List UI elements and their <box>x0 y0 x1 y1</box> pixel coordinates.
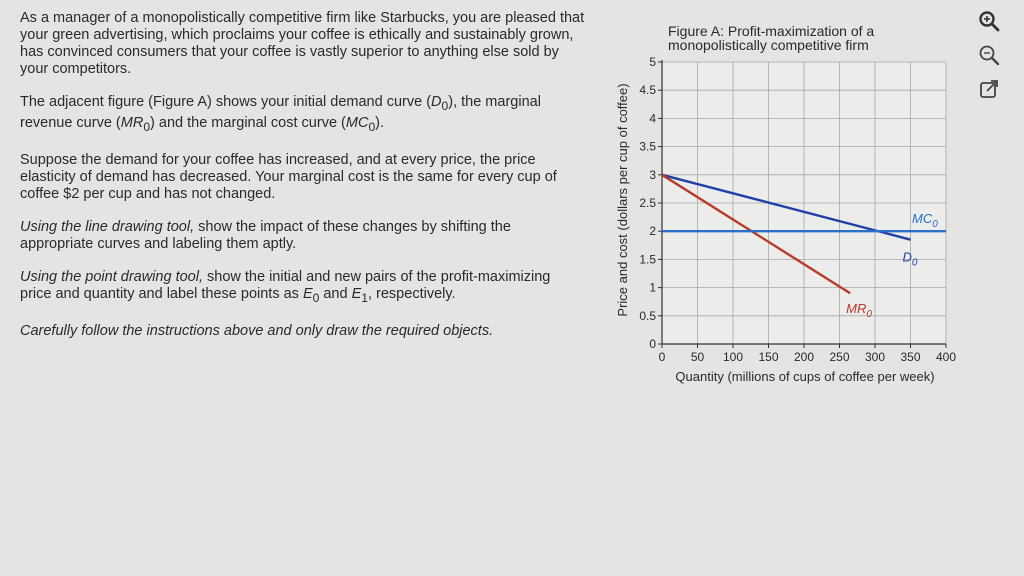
chart-labels: D0 MR0 MC0 <box>846 211 938 320</box>
y-tick-label: 2 <box>649 224 656 238</box>
y-tick-label: 0 <box>649 337 656 351</box>
chart-ticks: 0 50 100 150 200 250 300 350 400 0 0.5 1 1.5 2 2.5 3 3.5… <box>639 55 956 364</box>
open-external-icon <box>980 80 998 98</box>
y-tick-label: 0.5 <box>639 309 656 323</box>
zoom-in-icon <box>979 11 1000 32</box>
line-tool-instruction: Using the line drawing tool, show the im… <box>20 218 511 252</box>
y-tick-label: 1 <box>649 281 656 295</box>
y-axis-label: Price and cost (dollars per cup of coffe… <box>615 83 630 316</box>
chart-grid <box>662 61 947 344</box>
zoom-out-button[interactable] <box>976 42 1002 68</box>
figure-title: Figure A: Profit-maximization of a monop… <box>668 23 875 53</box>
final-instruction: Carefully follow the instructions above … <box>20 322 494 339</box>
y-tick-label: 5 <box>649 55 656 69</box>
y-tick-label: 2.5 <box>639 196 656 210</box>
open-external-button[interactable] <box>976 76 1002 102</box>
x-tick-label: 100 <box>723 350 743 364</box>
tool-panel <box>976 8 1006 110</box>
y-tick-label: 3 <box>649 168 656 182</box>
plot-area[interactable] <box>662 62 946 344</box>
x-tick-label: 400 <box>936 350 956 364</box>
instructions-panel: As a manager of a monopolistically compe… <box>20 10 585 356</box>
x-tick-label: 350 <box>900 350 920 364</box>
y-tick-label: 3.5 <box>639 140 656 154</box>
curve-d0[interactable] <box>661 173 911 241</box>
x-tick-label: 150 <box>758 350 778 364</box>
x-tick-label: 50 <box>691 350 705 364</box>
x-tick-label: 250 <box>829 350 849 364</box>
zoom-out-icon <box>979 45 1000 66</box>
point-tool-instruction: Using the point drawing tool, show the i… <box>20 268 551 305</box>
curve-mr0[interactable] <box>661 173 851 295</box>
curve-label-mr: MR0 <box>846 301 872 320</box>
curve-label-d: D0 <box>903 250 918 269</box>
y-tick-label: 4.5 <box>639 83 656 97</box>
figure-description-paragraph: The adjacent figure (Figure A) shows you… <box>20 94 541 134</box>
x-axis-label: Quantity (millions of cups of coffee per… <box>675 369 934 384</box>
intro-paragraph: As a manager of a monopolistically compe… <box>20 10 585 77</box>
x-tick-label: 0 <box>659 350 666 364</box>
zoom-in-button[interactable] <box>976 8 1002 34</box>
x-tick-label: 200 <box>794 350 814 364</box>
y-tick-label: 4 <box>649 111 656 125</box>
chart-series <box>661 173 946 295</box>
y-tick-label: 1.5 <box>639 252 656 266</box>
x-tick-label: 300 <box>865 350 885 364</box>
curve-label-mc: MC0 <box>912 211 938 230</box>
scenario-paragraph: Suppose the demand for your coffee has i… <box>20 151 557 202</box>
chart-axes <box>661 60 946 345</box>
